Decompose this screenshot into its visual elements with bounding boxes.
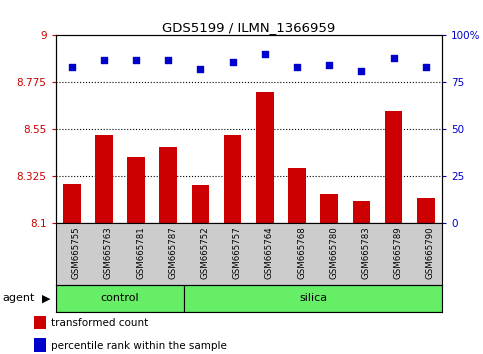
Bar <box>63 184 81 223</box>
Title: GDS5199 / ILMN_1366959: GDS5199 / ILMN_1366959 <box>162 21 335 34</box>
Bar <box>256 92 274 223</box>
Point <box>229 59 237 64</box>
Text: GSM665764: GSM665764 <box>265 226 274 279</box>
Text: transformed count: transformed count <box>51 318 148 328</box>
Text: GSM665755: GSM665755 <box>71 226 81 279</box>
Point <box>261 51 269 57</box>
Text: GSM665763: GSM665763 <box>104 226 113 279</box>
Bar <box>34 338 46 352</box>
Text: GSM665780: GSM665780 <box>329 226 338 279</box>
Point <box>132 57 140 63</box>
Text: GSM665783: GSM665783 <box>361 226 370 279</box>
Bar <box>353 201 370 223</box>
Text: percentile rank within the sample: percentile rank within the sample <box>51 341 227 350</box>
Bar <box>95 136 113 223</box>
Text: GSM665757: GSM665757 <box>233 226 242 279</box>
Point <box>390 55 398 61</box>
Text: agent: agent <box>2 293 35 303</box>
Text: GSM665768: GSM665768 <box>297 226 306 279</box>
Point <box>68 64 75 70</box>
Text: GSM665781: GSM665781 <box>136 226 145 279</box>
Point <box>197 66 204 72</box>
Bar <box>385 112 402 223</box>
Bar <box>417 198 435 223</box>
Text: GSM665789: GSM665789 <box>394 226 403 279</box>
Point <box>326 63 333 68</box>
Text: GSM665790: GSM665790 <box>426 226 435 279</box>
Bar <box>159 147 177 223</box>
Point <box>422 64 430 70</box>
Bar <box>34 316 46 329</box>
Bar <box>288 168 306 223</box>
Bar <box>56 285 185 312</box>
Bar <box>185 285 442 312</box>
Bar <box>192 185 209 223</box>
Text: control: control <box>100 293 139 303</box>
Point <box>293 64 301 70</box>
Bar <box>127 158 145 223</box>
Text: ▶: ▶ <box>42 293 51 303</box>
Bar <box>320 194 338 223</box>
Text: silica: silica <box>299 293 327 303</box>
Point <box>164 57 172 63</box>
Point <box>100 57 108 63</box>
Text: GSM665752: GSM665752 <box>200 226 210 279</box>
Bar <box>224 136 242 223</box>
Point <box>357 68 365 74</box>
Text: GSM665787: GSM665787 <box>168 226 177 279</box>
